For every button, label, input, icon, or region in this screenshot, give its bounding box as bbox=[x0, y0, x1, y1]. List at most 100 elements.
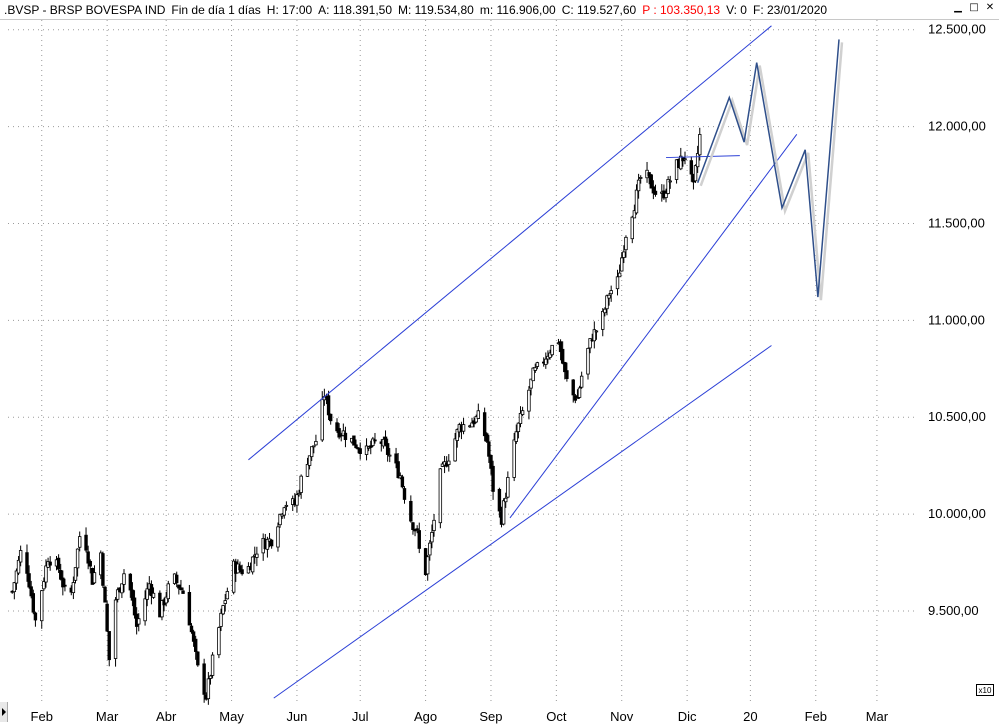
candle-body bbox=[383, 436, 388, 445]
candle bbox=[698, 127, 702, 161]
candle-body bbox=[27, 573, 31, 588]
candle-body bbox=[219, 612, 223, 627]
candle bbox=[512, 433, 516, 482]
candle-body bbox=[31, 593, 36, 613]
candle bbox=[601, 308, 605, 337]
candle-body bbox=[575, 397, 580, 400]
candle bbox=[415, 525, 419, 534]
candle bbox=[651, 180, 656, 200]
candle-body bbox=[501, 500, 506, 525]
candle bbox=[358, 442, 362, 460]
candle-body bbox=[223, 600, 227, 604]
y-tick-label: 10.000,00 bbox=[928, 506, 986, 521]
trendline-resistance-flat bbox=[666, 155, 740, 159]
candle bbox=[179, 579, 183, 591]
candle bbox=[278, 513, 282, 528]
candle bbox=[603, 307, 607, 317]
candle bbox=[42, 577, 46, 591]
candle bbox=[470, 417, 474, 428]
y-tick-label: 11.000,00 bbox=[928, 312, 985, 327]
hour-label: H: 17:00 bbox=[266, 2, 313, 17]
candle-body bbox=[282, 507, 286, 516]
candle bbox=[175, 571, 179, 588]
candle bbox=[586, 347, 590, 380]
candle bbox=[88, 559, 92, 574]
candle-body bbox=[137, 618, 141, 625]
candle-body bbox=[25, 552, 29, 574]
candle-body bbox=[40, 590, 44, 622]
candle-body bbox=[497, 488, 502, 512]
candle bbox=[56, 554, 61, 573]
candle-body bbox=[615, 276, 620, 290]
price-chart[interactable]: 12.500,00 12.000,00 11.500,00 11.000,00 10.5… bbox=[0, 20, 999, 724]
candle bbox=[487, 434, 491, 463]
candle bbox=[438, 467, 443, 529]
candle-body bbox=[413, 529, 417, 532]
candle-body bbox=[651, 186, 656, 194]
candle-body bbox=[265, 539, 270, 550]
candle bbox=[84, 527, 88, 553]
candle-body bbox=[579, 375, 584, 388]
candle bbox=[14, 568, 19, 590]
candle bbox=[352, 435, 356, 446]
candle-body bbox=[369, 445, 373, 448]
candle-body bbox=[506, 477, 510, 498]
candle bbox=[132, 590, 137, 619]
candle bbox=[428, 540, 432, 561]
candle bbox=[674, 159, 679, 184]
candle-body bbox=[297, 493, 301, 496]
maximize-icon[interactable]: □ bbox=[969, 2, 979, 13]
candle bbox=[609, 285, 613, 302]
candle bbox=[137, 613, 141, 632]
x-tick-label: Abr bbox=[156, 709, 177, 724]
candle bbox=[577, 385, 582, 399]
trendline-lower-channel bbox=[273, 345, 772, 699]
candle-body bbox=[61, 577, 65, 588]
candle-body bbox=[630, 216, 634, 240]
candle bbox=[221, 604, 225, 616]
x-tick-label: Ago bbox=[414, 709, 437, 724]
candle-body bbox=[634, 189, 639, 214]
candle bbox=[579, 371, 584, 389]
candle-body bbox=[33, 612, 38, 621]
candle-body bbox=[337, 428, 341, 438]
scroll-left-arrow-icon[interactable] bbox=[0, 702, 8, 722]
minimize-icon[interactable]: ▁ bbox=[954, 2, 962, 13]
candle-body bbox=[103, 586, 107, 603]
candle bbox=[103, 585, 107, 603]
trendline-steep-support bbox=[509, 134, 798, 519]
scale-badge[interactable]: x10 bbox=[976, 684, 994, 696]
candle-body bbox=[529, 378, 533, 389]
title-bar: .BVSP - BRSP BOVESPA IND Fin de día 1 dí… bbox=[0, 0, 999, 20]
candle bbox=[314, 434, 318, 446]
candle bbox=[206, 671, 211, 705]
candle bbox=[307, 455, 312, 470]
candle-body bbox=[592, 329, 597, 342]
candle bbox=[16, 556, 21, 576]
candle-body bbox=[693, 165, 698, 182]
candle bbox=[238, 561, 242, 573]
candle-body bbox=[695, 153, 700, 168]
candle-body bbox=[164, 596, 168, 604]
candle-body bbox=[668, 180, 672, 183]
y-tick-label: 11.500,00 bbox=[928, 215, 985, 230]
candle-body bbox=[75, 548, 80, 569]
candle-body bbox=[371, 438, 375, 446]
candle-body bbox=[250, 556, 255, 573]
candle bbox=[649, 173, 653, 189]
chart-area[interactable]: 12.500,00 12.000,00 11.500,00 11.000,00 10.5… bbox=[0, 20, 999, 724]
candle bbox=[149, 580, 154, 605]
candle bbox=[400, 474, 405, 489]
candle-body bbox=[518, 412, 523, 425]
candle bbox=[497, 487, 502, 518]
candle bbox=[113, 597, 118, 667]
candle-body bbox=[632, 210, 637, 219]
candle bbox=[506, 471, 510, 499]
candle bbox=[491, 460, 495, 500]
candle-body bbox=[84, 534, 88, 551]
candle-body bbox=[565, 370, 569, 379]
candle bbox=[409, 495, 413, 523]
candle bbox=[516, 422, 521, 439]
close-icon[interactable]: ✕ bbox=[985, 2, 995, 13]
candle-body bbox=[314, 441, 318, 446]
